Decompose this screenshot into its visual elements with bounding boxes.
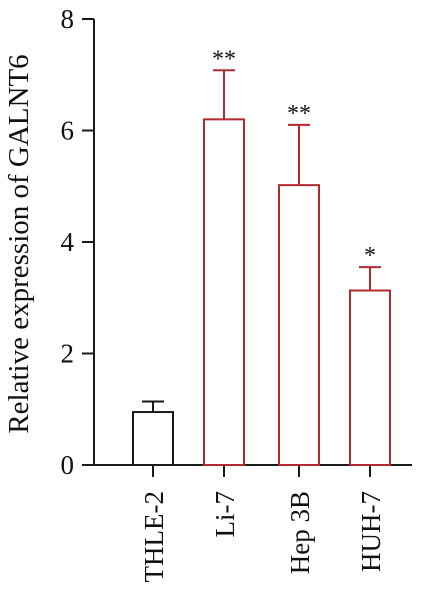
bars-group (132, 69, 391, 467)
y-axis-title: Relative expression of GALNT6 (3, 54, 35, 433)
labels-group: 0 2 4 6 8 THLE-2 Li-7 ** Hep 3B ** HUH-7 * (61, 4, 387, 582)
y-tick-label: 8 (61, 4, 75, 34)
bar (278, 184, 320, 466)
y-tick-label: 6 (61, 116, 75, 146)
y-tick-label: 2 (61, 339, 75, 369)
x-tick-label: THLE-2 (139, 491, 169, 582)
y-tick-label: 0 (61, 450, 75, 480)
significance-label: ** (287, 101, 311, 127)
significance-label: * (364, 243, 376, 269)
x-tick-label: Hep 3B (285, 491, 315, 574)
bar (132, 411, 174, 467)
y-tick-label: 4 (61, 227, 75, 257)
x-tick-label: Li-7 (210, 491, 240, 538)
significance-label: ** (212, 46, 236, 72)
bar (349, 289, 391, 466)
x-tick-label: HUH-7 (356, 491, 386, 572)
bar (203, 118, 245, 466)
